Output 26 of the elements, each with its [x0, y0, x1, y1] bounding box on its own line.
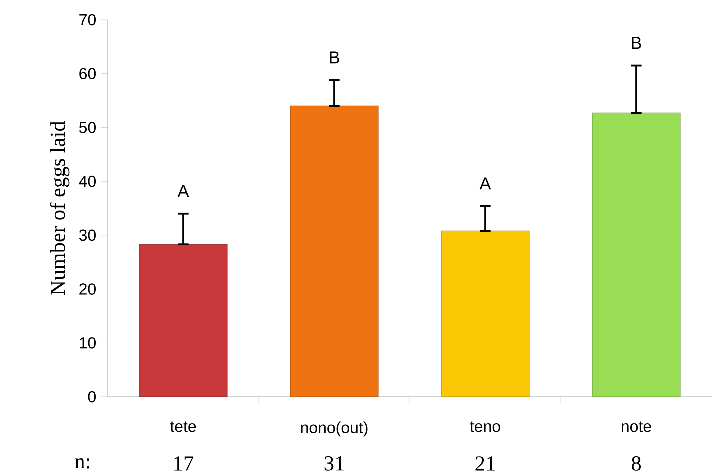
y-tick-label: 70 [80, 14, 96, 26]
text: 17 [174, 456, 194, 471]
y-tick-label: 50 [79, 122, 96, 134]
x-tick-label: tete [170, 422, 196, 432]
annotation: B [632, 37, 642, 50]
y-tick-label: 0 [88, 391, 96, 403]
bar [290, 106, 379, 398]
bar [592, 112, 681, 398]
annotation: B [330, 52, 340, 64]
y-axis-title: Number of eggs laid [50, 121, 70, 296]
x-tick-label: note [622, 422, 652, 432]
text: 21 [476, 456, 495, 471]
y-tick-label: 30 [79, 230, 96, 242]
y-tick-label: 60 [80, 68, 96, 80]
y-tick-label: 40 [79, 176, 96, 188]
y-tick-label: 20 [80, 284, 96, 295]
text: 31 [324, 456, 344, 471]
bar [139, 244, 228, 398]
annotation: A [480, 178, 492, 190]
text: n: [75, 458, 90, 469]
x-tick-label: nono(out) [301, 422, 368, 437]
x-tick-label: teno [470, 422, 500, 432]
text: 8 [632, 456, 642, 471]
y-tick-label: 10 [80, 337, 96, 349]
bar [441, 230, 530, 398]
annotation: A [178, 185, 190, 198]
